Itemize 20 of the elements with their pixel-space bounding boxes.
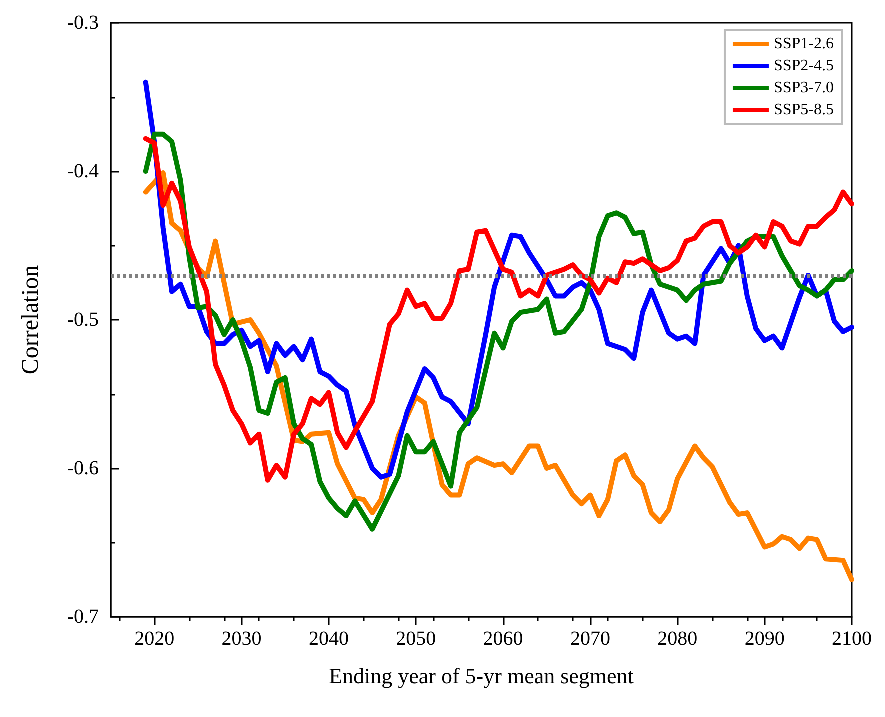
legend-label: SSP1-2.6 <box>774 36 834 52</box>
y-tick-label: -0.4 <box>67 160 99 182</box>
x-tick-label: 2070 <box>570 628 610 650</box>
x-tick-label: 2060 <box>483 628 524 650</box>
legend-label: SSP5-8.5 <box>774 102 834 118</box>
x-tick-label: 2020 <box>134 628 175 650</box>
x-tick-label: 2090 <box>744 628 785 650</box>
y-tick-label: -0.7 <box>67 606 99 628</box>
x-tick-label: 2030 <box>222 628 262 650</box>
x-axis-title: Ending year of 5-yr mean segment <box>329 664 634 688</box>
y-axis-title: Correlation <box>18 265 44 375</box>
y-tick-label: -0.6 <box>67 458 99 480</box>
x-tick-label: 2080 <box>658 628 698 650</box>
y-tick-label: -0.5 <box>67 309 99 331</box>
x-tick-label: 2050 <box>396 628 436 650</box>
y-tick-label: -0.3 <box>67 12 99 34</box>
legend-label: SSP2-4.5 <box>774 58 834 74</box>
x-tick-label: 2040 <box>308 628 349 650</box>
legend-label: SSP3-7.0 <box>774 80 834 96</box>
x-tick-label: 2100 <box>832 628 872 650</box>
